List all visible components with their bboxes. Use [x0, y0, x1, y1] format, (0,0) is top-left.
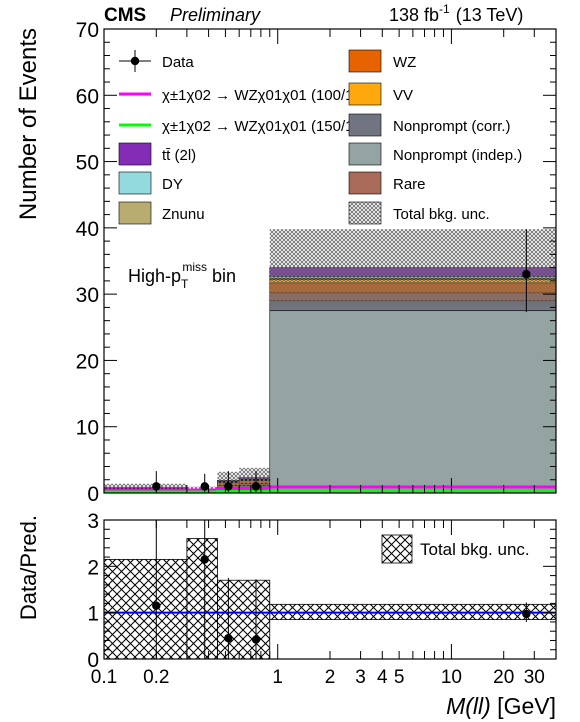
x-axis-title-unit: [GeV] — [491, 693, 556, 719]
legend-label: Total bkg. unc. — [393, 206, 490, 223]
x-tick-label: 4 — [377, 667, 388, 688]
uncertainty-bin — [104, 483, 187, 492]
status-label: Preliminary — [170, 5, 261, 25]
region-label: High-pTmiss bin — [128, 260, 236, 291]
legend-swatch — [348, 171, 382, 195]
legend-label: Znunu — [162, 206, 205, 223]
legend-label: χ±1χ02 → WZχ01χ01 (100/1) — [162, 87, 358, 104]
legend-swatch — [118, 201, 152, 225]
lower-y-tick-label: 3 — [87, 510, 99, 533]
x-tick-label: 3 — [355, 667, 366, 688]
lumi-value: 138 fb — [389, 5, 439, 25]
ratio-data-points — [152, 520, 531, 659]
uncertainty-bin — [269, 229, 556, 307]
upper-y-tick-label: 20 — [76, 350, 99, 373]
legend-entry-dy: DY — [118, 171, 183, 195]
region-label-sup: miss — [182, 260, 207, 274]
legend-label: DY — [162, 176, 183, 193]
x-tick-label: 0.1 — [91, 667, 117, 688]
x-tick-label: 10 — [441, 667, 462, 688]
x-tick-label: 30 — [524, 667, 545, 688]
region-label-tail: bin — [207, 266, 236, 286]
legend-swatch — [348, 49, 382, 73]
x-axis-title-variable: M(ll) — [446, 693, 491, 719]
legend-label: WZ — [393, 54, 416, 71]
x-tick-label: 1 — [272, 667, 283, 688]
upper-y-tick-label: 60 — [76, 85, 99, 108]
uncertainty-bin — [239, 467, 270, 488]
ratio-point — [224, 633, 233, 643]
lumi-label: 138 fb-1 (13 TeV) — [389, 2, 523, 25]
upper-y-tick-label: 50 — [76, 152, 99, 175]
ratio-uncertainty-band — [103, 538, 557, 660]
ratio-point — [251, 635, 261, 644]
upper-y-tick-label: 40 — [76, 218, 99, 241]
data-point — [251, 482, 261, 491]
upper-y-axis-title: Number of Events — [15, 28, 42, 220]
region-label-main: High-p — [128, 266, 181, 286]
legend-entry-znunu: Znunu — [118, 201, 205, 225]
ratio-uncertainty-bin — [217, 579, 271, 660]
legend-label: Nonprompt (indep.) — [393, 147, 522, 164]
legend-entry-sig100: χ±1χ02 → WZχ01χ01 (100/1) — [119, 87, 358, 104]
upper-axes: 0 10 20 30 40 50 60 70 — [76, 19, 557, 506]
legend-swatch — [348, 142, 382, 166]
ratio-uncertainty-bin — [103, 558, 188, 660]
legend-entry-np_corr: Nonprompt (corr.) — [348, 113, 511, 137]
x-tick-label: 0.2 — [143, 667, 169, 688]
upper-y-tick-label: 30 — [76, 284, 99, 307]
x-tick-label: 20 — [493, 667, 514, 688]
legend-swatch — [348, 113, 382, 137]
ratio-legend: Total bkg. unc. — [381, 534, 530, 564]
legend-label: Rare — [393, 176, 426, 193]
ratio-legend-swatch — [381, 534, 413, 564]
legend-label: χ±1χ02 → WZχ01χ01 (150/1) — [162, 118, 358, 135]
legend-entry-unc: Total bkg. unc. — [348, 201, 490, 225]
x-tick-label: 2 — [325, 667, 336, 688]
upper-y-tick-label: 70 — [76, 19, 99, 42]
region-label-sub: T — [181, 277, 189, 291]
lower-y-tick-label: 2 — [87, 556, 99, 579]
legend-entry-sig150: χ±1χ02 → WZχ01χ01 (150/1) — [119, 118, 358, 135]
legend-swatch — [348, 82, 382, 106]
legend-entry-wz: WZ — [348, 49, 416, 73]
legend-label: tt̄ (2l) — [162, 147, 196, 164]
legend-entry-data: Data — [119, 50, 194, 72]
ratio-point — [522, 609, 531, 619]
data-point — [200, 482, 209, 491]
legend-swatch — [348, 201, 382, 225]
legend-label: VV — [393, 87, 413, 104]
legend-entry-rare: Rare — [348, 171, 426, 195]
legend-entry-vv: VV — [348, 82, 413, 106]
energy-label: (13 TeV) — [456, 5, 524, 25]
ratio-point — [200, 555, 209, 564]
data-point — [522, 270, 531, 279]
ratio-point — [152, 601, 161, 610]
legend-label: Nonprompt (corr.) — [393, 118, 511, 135]
experiment-label: CMS — [104, 5, 146, 26]
legend: Data χ±1χ02 → WZχ01χ01 (100/1) χ±1χ02 → WZ… — [118, 49, 522, 225]
data-point — [224, 482, 233, 491]
legend-entry-np_indep: Nonprompt (indep.) — [348, 142, 522, 166]
lumi-exponent: -1 — [439, 2, 450, 16]
legend-data-marker — [130, 56, 140, 66]
upper-y-tick-label: 0 — [87, 483, 99, 506]
lower-y-axis-title: Data/Pred. — [16, 515, 41, 620]
x-axis-title: M(ll) [GeV] — [446, 693, 556, 719]
lower-y-tick-label: 0 — [87, 649, 99, 672]
upper-y-tick-label: 10 — [76, 417, 99, 440]
ratio-legend-label: Total bkg. unc. — [420, 540, 530, 559]
legend-label: Data — [162, 54, 194, 71]
legend-swatch — [118, 142, 152, 166]
lower-y-tick-label: 1 — [87, 603, 99, 626]
x-tick-label: 5 — [394, 667, 405, 688]
legend-swatch — [118, 171, 152, 195]
legend-entry-ttbar: tt̄ (2l) — [118, 142, 196, 166]
stack-bar-np_indep — [269, 310, 557, 494]
upper-data-points — [152, 229, 531, 492]
